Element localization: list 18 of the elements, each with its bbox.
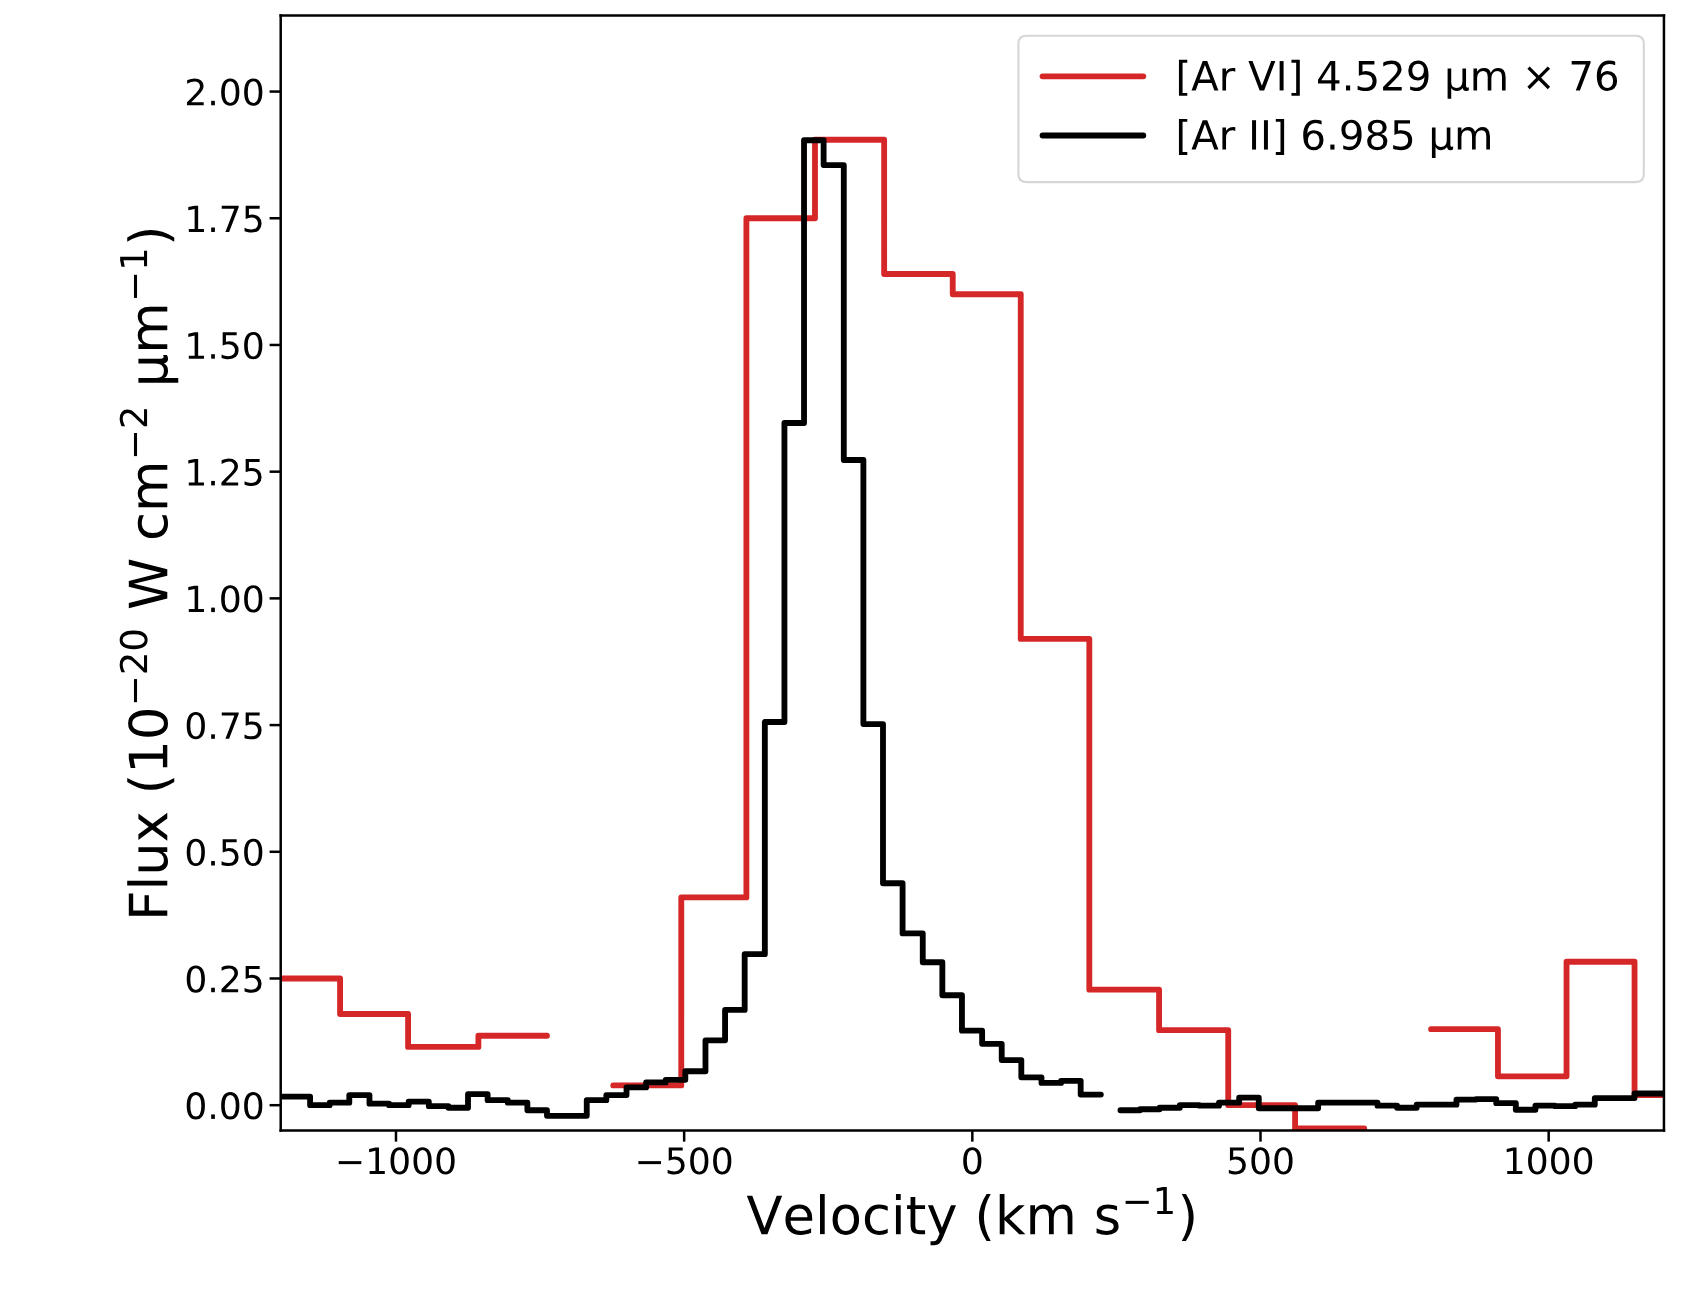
y-tick-label: 0.00 — [186, 1092, 263, 1120]
x-tick-label: −1000 — [338, 1147, 455, 1175]
y-tick-label: 0.50 — [186, 838, 263, 867]
x-tick-label: 0 — [963, 1147, 982, 1175]
x-tick-label: 1000 — [1506, 1147, 1593, 1175]
legend-label: [Ar VI] 4.529 µm × 76 — [1178, 59, 1618, 99]
x-axis-title: Velocity (km s$^{−1}$) — [746, 1187, 1194, 1246]
y-tick-label: 0.25 — [186, 965, 262, 993]
y-tick-label: 1.00 — [188, 585, 263, 613]
y-tick-label: 2.00 — [186, 78, 263, 106]
legend-label: [Ar II] 6.985 µm — [1178, 118, 1490, 158]
y-tick-label: 0.75 — [186, 712, 262, 740]
x-tick-label: −500 — [638, 1147, 732, 1175]
y-axis-title: Flux (10$^{−20}$ W cm$^{−2}$ µm$^{−1}$) — [119, 229, 179, 916]
y-tick-label: 1.25 — [188, 458, 262, 486]
x-tick-label: 500 — [1228, 1147, 1293, 1175]
y-tick-label: 1.50 — [188, 331, 263, 360]
y-tick-label: 1.75 — [188, 205, 262, 233]
